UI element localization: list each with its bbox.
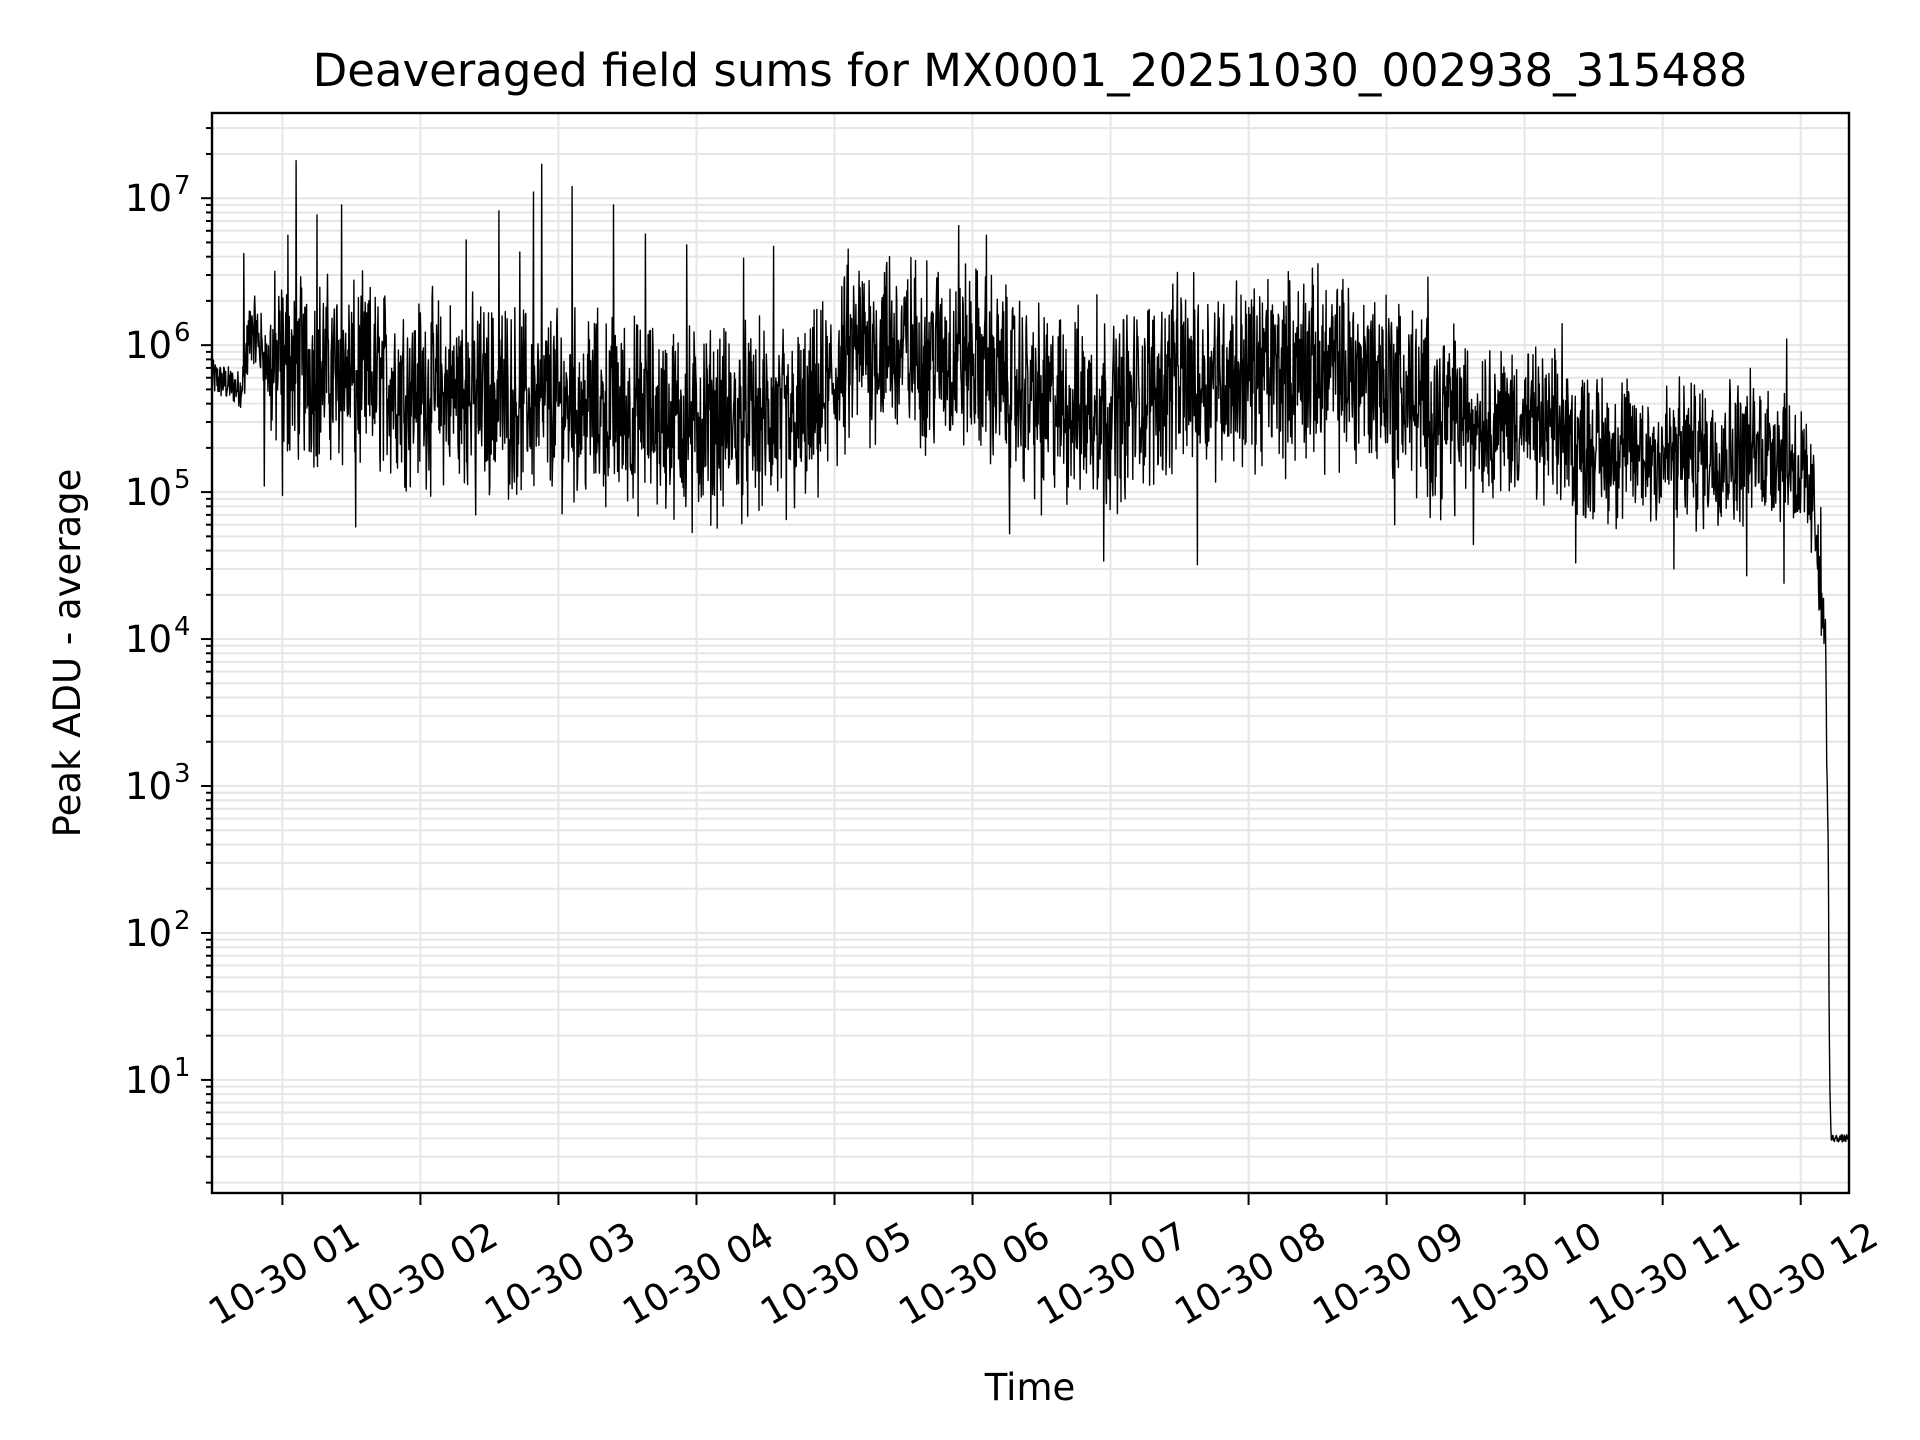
chart-title: Deaveraged field sums for MX0001_2025103… <box>313 44 1748 97</box>
y-tick-label: 10 <box>125 618 172 661</box>
y-tick-label-exponent: 6 <box>174 318 191 348</box>
y-tick-label: 10 <box>125 471 172 514</box>
axes-frame <box>210 111 1851 1195</box>
y-tick-label: 10 <box>125 177 172 220</box>
y-tick-label-exponent: 1 <box>174 1053 191 1083</box>
y-tick-label-exponent: 4 <box>174 612 191 642</box>
series-line <box>211 160 1850 1143</box>
plot-area <box>211 160 1850 1143</box>
y-tick-label: 10 <box>125 1059 172 1102</box>
y-tick-label: 10 <box>125 912 172 955</box>
x-axis-label: Time <box>984 1366 1076 1409</box>
y-tick-label: 10 <box>125 765 172 808</box>
y-tick-label-exponent: 3 <box>174 759 191 789</box>
y-tick-label-exponent: 2 <box>174 906 191 936</box>
y-tick-label-exponent: 5 <box>174 465 191 495</box>
y-tick-label-exponent: 7 <box>174 171 191 201</box>
y-tick-label: 10 <box>125 324 172 367</box>
y-axis-label: Peak ADU - average <box>46 469 89 838</box>
